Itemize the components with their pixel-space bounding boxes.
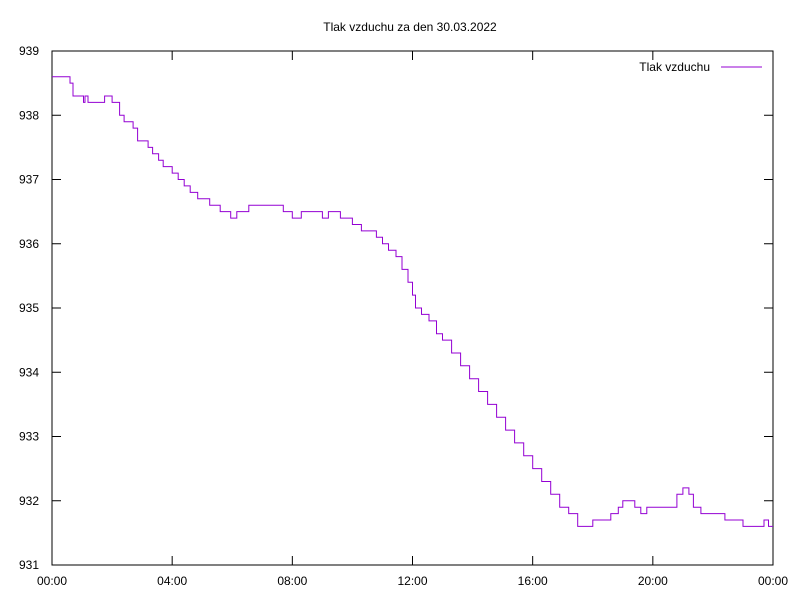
y-tick-label: 933 — [19, 430, 39, 444]
y-tick-label: 937 — [19, 173, 39, 187]
x-tick-label: 12:00 — [397, 574, 427, 588]
y-tick-label: 939 — [19, 44, 39, 58]
legend-label: Tlak vzduchu — [639, 60, 710, 74]
chart-title: Tlak vzduchu za den 30.03.2022 — [323, 20, 497, 34]
y-tick-label: 931 — [19, 558, 39, 572]
y-tick-label: 934 — [19, 365, 39, 379]
series-line-pressure — [52, 76, 773, 527]
x-tick-label: 16:00 — [518, 574, 548, 588]
y-tick-label: 932 — [19, 494, 39, 508]
x-axis: 00:00 04:00 08:00 12:00 16:00 20:00 00:00 — [37, 51, 788, 588]
x-tick-label: 08:00 — [277, 574, 307, 588]
y-tick-label: 936 — [19, 237, 39, 251]
plot-border — [51, 50, 774, 566]
legend: Tlak vzduchu — [639, 60, 762, 74]
x-tick-label: 00:00 — [758, 574, 788, 588]
y-axis: 931 932 933 934 935 936 937 938 939 — [19, 44, 773, 572]
y-tick-label: 938 — [19, 108, 39, 122]
y-tick-label: 935 — [19, 301, 39, 315]
x-tick-label: 00:00 — [37, 574, 67, 588]
x-tick-label: 20:00 — [638, 574, 668, 588]
x-tick-label: 04:00 — [157, 574, 187, 588]
